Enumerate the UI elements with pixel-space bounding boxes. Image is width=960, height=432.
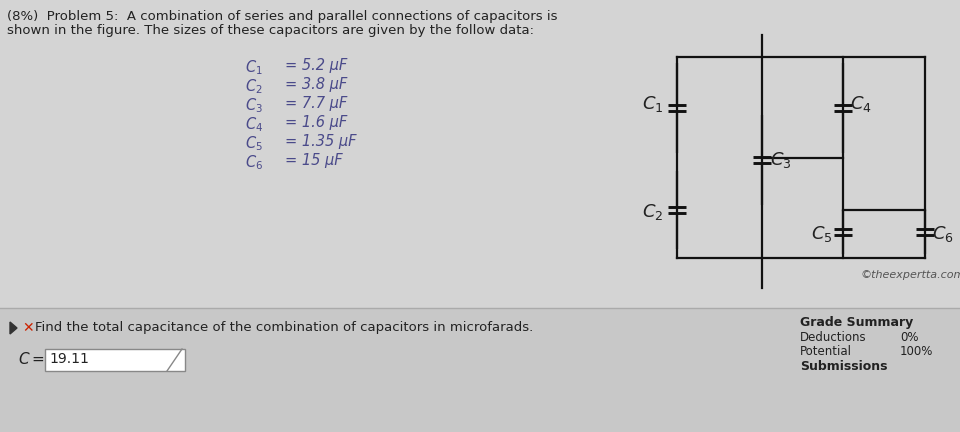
- Text: $C_4$: $C_4$: [850, 94, 872, 114]
- Text: ✕: ✕: [22, 321, 34, 335]
- Text: Deductions: Deductions: [800, 331, 867, 344]
- Text: $C_3$: $C_3$: [770, 150, 792, 170]
- Text: = 15 μF: = 15 μF: [285, 153, 343, 168]
- Text: = 5.2 μF: = 5.2 μF: [285, 58, 348, 73]
- Text: Grade Summary: Grade Summary: [800, 316, 913, 329]
- Text: $C=$: $C=$: [18, 351, 45, 367]
- Text: $C_3$: $C_3$: [245, 96, 263, 115]
- Bar: [45, 349, 185, 371]
- Text: Find the total capacitance of the combination of capacitors in microfarads.: Find the total capacitance of the combin…: [35, 321, 533, 334]
- Text: $C_2$: $C_2$: [642, 202, 663, 222]
- Text: ©theexpertta.com: ©theexpertta.com: [860, 270, 960, 280]
- Text: $C_6$: $C_6$: [245, 153, 263, 172]
- Text: = 3.8 μF: = 3.8 μF: [285, 77, 348, 92]
- Text: Submissions: Submissions: [800, 360, 887, 373]
- Text: Potential: Potential: [800, 345, 852, 358]
- Text: $C_6$: $C_6$: [932, 224, 954, 244]
- Text: = 1.6 μF: = 1.6 μF: [285, 115, 348, 130]
- Text: = 1.35 μF: = 1.35 μF: [285, 134, 356, 149]
- Text: $C_2$: $C_2$: [245, 77, 263, 96]
- Text: $C_5$: $C_5$: [245, 134, 263, 152]
- Text: $C_1$: $C_1$: [642, 94, 663, 114]
- Polygon shape: [10, 322, 17, 334]
- Bar: [0, 308, 960, 432]
- Text: (8%)  Problem 5:  A combination of series and parallel connections of capacitors: (8%) Problem 5: A combination of series …: [7, 10, 558, 23]
- Text: $C_4$: $C_4$: [245, 115, 263, 133]
- Text: $C_1$: $C_1$: [245, 58, 263, 77]
- Text: 100%: 100%: [900, 345, 933, 358]
- Text: 19.11: 19.11: [49, 352, 89, 366]
- Text: $C_5$: $C_5$: [811, 224, 832, 244]
- Text: 0%: 0%: [900, 331, 919, 344]
- Text: shown in the figure. The sizes of these capacitors are given by the follow data:: shown in the figure. The sizes of these …: [7, 24, 534, 37]
- Text: = 7.7 μF: = 7.7 μF: [285, 96, 348, 111]
